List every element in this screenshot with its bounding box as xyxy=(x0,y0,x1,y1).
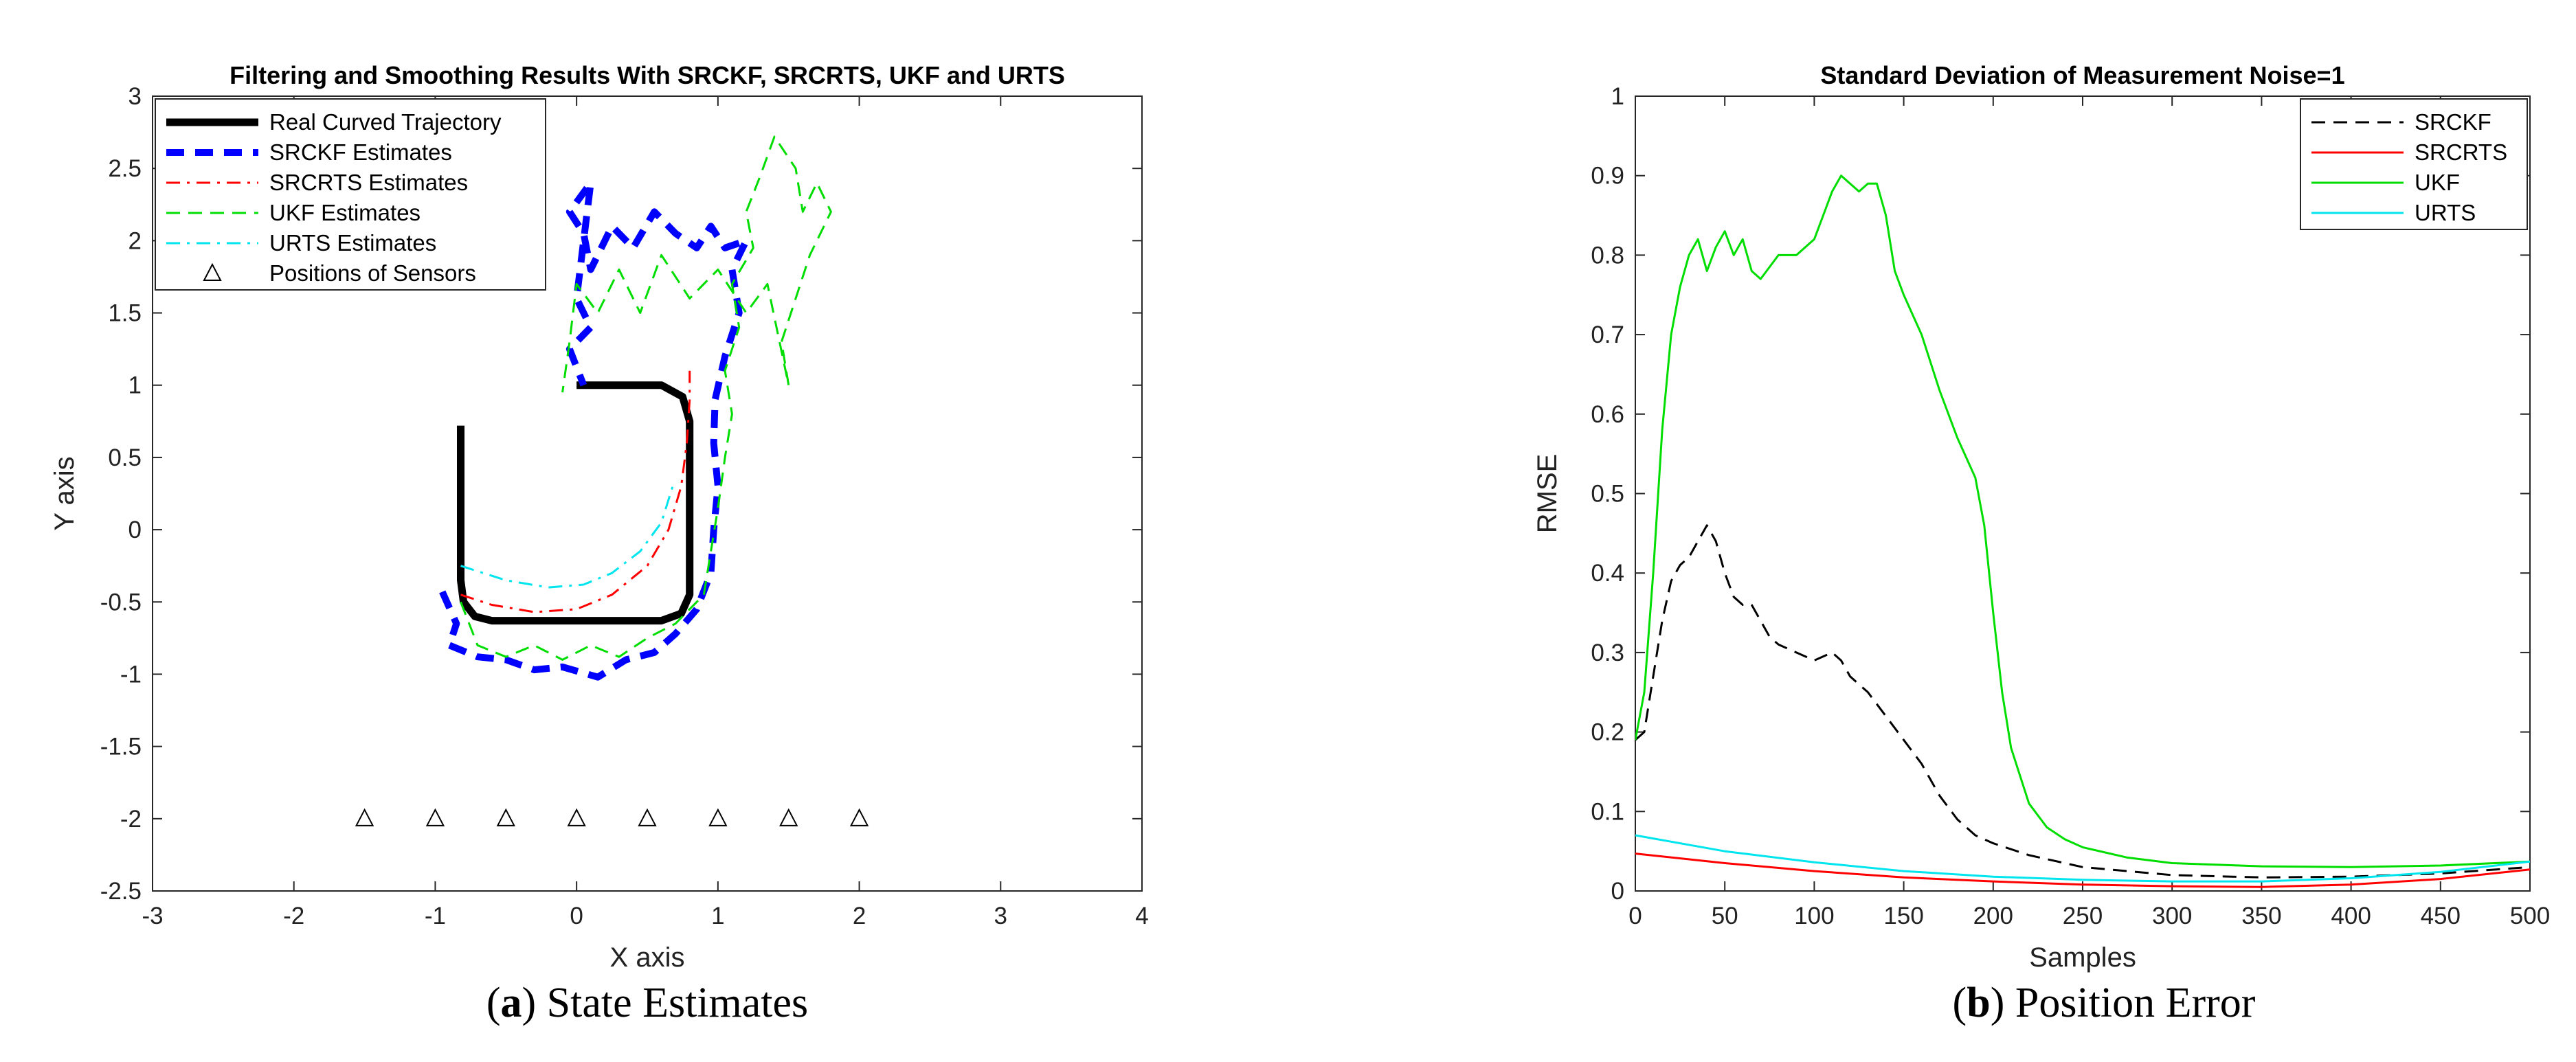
x-tick-label: 150 xyxy=(1883,903,1923,929)
sensor-marker xyxy=(425,808,445,826)
y-tick-label: 2 xyxy=(128,227,142,254)
x-axis-label: Samples xyxy=(2029,942,2136,973)
legend-entry: URTS Estimates xyxy=(269,230,436,256)
caption-paren-close: ) xyxy=(522,980,546,1026)
y-tick-label: 0.4 xyxy=(1591,560,1624,587)
series-line-urts xyxy=(1635,834,2530,883)
sensor-marker xyxy=(779,808,798,826)
x-tick-label: 400 xyxy=(2331,903,2371,929)
y-tick-label: -2.5 xyxy=(100,878,142,905)
position-error-chart: 0 50 100 150 200 250 300 350 400 450 500 0 0.1 0.2 0.3… xyxy=(1532,61,2550,1026)
legend-entry: SRCRTS xyxy=(2415,139,2507,165)
y-tick-label: 0.5 xyxy=(1591,481,1624,508)
x-tick-label: -2 xyxy=(283,903,304,929)
series-group xyxy=(1635,174,2530,888)
figure-caption: (b) Position Error xyxy=(1953,980,2256,1026)
series-line-real-curved-trajectory xyxy=(457,381,694,625)
y-tick-label: -0.5 xyxy=(100,589,142,615)
series-line-srcrts xyxy=(1635,852,2530,888)
figure-caption: (a) State Estimates xyxy=(486,980,808,1026)
legend-swatch xyxy=(203,262,222,281)
x-tick-label: 500 xyxy=(2510,903,2550,929)
sensor-marker xyxy=(638,808,657,826)
x-tick-label: 250 xyxy=(2063,903,2103,929)
legend-entry: SRCKF Estimates xyxy=(269,139,452,165)
y-tick-label: 0.6 xyxy=(1591,401,1624,428)
x-tick-label: 1 xyxy=(711,903,724,929)
series-line-urts-estimates xyxy=(460,486,674,589)
y-tick-label: 2.5 xyxy=(108,155,142,182)
caption-label: b xyxy=(1967,980,1990,1026)
sensor-marker xyxy=(708,808,728,826)
x-tick-label: 2 xyxy=(853,903,866,929)
y-tick-label: 3 xyxy=(128,83,142,110)
legend-entry: UKF xyxy=(2415,170,2460,195)
y-tick-label: 0 xyxy=(128,517,142,543)
x-tick-label: 4 xyxy=(1135,903,1148,929)
y-tick-label: 0.9 xyxy=(1591,163,1624,190)
sensor-marker xyxy=(355,808,374,826)
caption-label: a xyxy=(500,980,522,1026)
x-tick-label: 0 xyxy=(1628,903,1642,929)
caption-text: State Estimates xyxy=(547,980,809,1026)
sensor-marker xyxy=(567,808,586,826)
caption-paren-close: ) xyxy=(1991,980,2015,1026)
legend-entry: SRCRTS Estimates xyxy=(269,170,468,195)
legend-box xyxy=(2300,98,2528,230)
x-tick-label: 300 xyxy=(2152,903,2192,929)
caption-text: Position Error xyxy=(2015,980,2256,1026)
legend-entry: UKF Estimates xyxy=(269,200,421,225)
y-tick-label: 0 xyxy=(1611,878,1624,905)
series-line-srckf xyxy=(1635,524,2530,879)
series-line-ukf xyxy=(1635,174,2530,868)
legend: Real Curved Trajectory SRCKF Estimates SRC… xyxy=(155,98,546,291)
y-tick-label: -1 xyxy=(120,661,142,688)
x-tick-label: 450 xyxy=(2421,903,2461,929)
chart-title: Standard Deviation of Measurement Noise=… xyxy=(1820,61,2344,89)
y-tick-label: 1.5 xyxy=(108,300,142,327)
legend-entry: SRCKF xyxy=(2415,109,2491,135)
caption-paren-open: ( xyxy=(486,980,501,1026)
y-tick-label: 0.2 xyxy=(1591,719,1624,746)
x-axis-label: X axis xyxy=(610,942,685,973)
y-tick-label: 1 xyxy=(1611,83,1624,110)
legend-entry: Positions of Sensors xyxy=(269,260,476,286)
legend-box xyxy=(155,98,546,291)
legend: SRCKF SRCRTS UKF URTS xyxy=(2300,98,2528,230)
sensor-marker xyxy=(496,808,515,826)
x-tick-label: 200 xyxy=(1973,903,2013,929)
y-tick-label: 0.7 xyxy=(1591,321,1624,348)
sensor-marker xyxy=(849,808,869,826)
y-tick-label: 0.3 xyxy=(1591,640,1624,666)
series-group xyxy=(355,135,869,826)
series-line-ukf-estimates xyxy=(460,135,832,661)
state-estimates-chart: -3 -2 -1 0 1 2 3 4 -2.5 -2 -1.5 -1 -0.5 0 0.5 1 1.5 2 2.5 3… xyxy=(49,61,1149,1026)
x-tick-label: -3 xyxy=(142,903,163,929)
x-tick-label: 3 xyxy=(994,903,1007,929)
x-tick-label: 0 xyxy=(570,903,583,929)
y-tick-label: 1 xyxy=(128,372,142,399)
x-tick-label: 50 xyxy=(1712,903,1738,929)
series-line-srckf-estimates xyxy=(439,179,750,681)
x-tick-label: 350 xyxy=(2241,903,2281,929)
y-tick-label: 0.5 xyxy=(108,444,142,471)
caption-paren-open: ( xyxy=(1953,980,1967,1026)
y-tick-label: -1.5 xyxy=(100,734,142,760)
x-tick-label: 100 xyxy=(1794,903,1834,929)
x-tick-label: -1 xyxy=(425,903,446,929)
legend-entry: Real Curved Trajectory xyxy=(269,109,502,135)
y-axis-label: Y axis xyxy=(49,456,80,530)
series-line-srcrts-estimates xyxy=(460,370,691,613)
y-tick-label: 0.8 xyxy=(1591,242,1624,269)
legend-entry: URTS xyxy=(2415,200,2476,225)
chart-title: Filtering and Smoothing Results With SRC… xyxy=(229,61,1065,89)
y-axis-label: RMSE xyxy=(1532,454,1563,534)
y-tick-label: 0.1 xyxy=(1591,798,1624,825)
y-tick-label: -2 xyxy=(120,806,142,833)
